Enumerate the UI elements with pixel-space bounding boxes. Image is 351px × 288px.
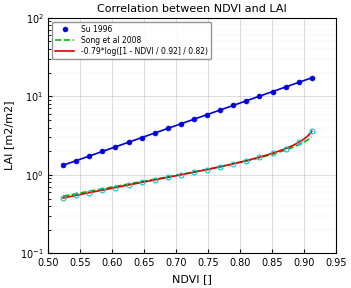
Line: -0.79*log([1 - NDVI / 0.92] / 0.82): -0.79*log([1 - NDVI / 0.92] / 0.82): [63, 131, 312, 198]
Su 1996: [153, 131, 157, 135]
Su 1996: [87, 154, 91, 158]
Song et al 2008: [62, 194, 66, 198]
Su 1996: [310, 76, 314, 79]
Su 1996: [218, 108, 222, 112]
Su 1996: [100, 150, 105, 153]
Su 1996: [205, 113, 209, 116]
-0.79*log([1 - NDVI / 0.92] / 0.82): [271, 151, 275, 155]
Su 1996: [297, 81, 301, 84]
-0.79*log([1 - NDVI / 0.92] / 0.82): [310, 130, 314, 133]
Su 1996: [74, 159, 78, 162]
Su 1996: [166, 127, 170, 130]
Song et al 2008: [310, 135, 314, 139]
-0.79*log([1 - NDVI / 0.92] / 0.82): [62, 196, 66, 200]
X-axis label: NDVI []: NDVI []: [172, 274, 212, 284]
Su 1996: [231, 104, 236, 107]
Song et al 2008: [208, 167, 212, 170]
Song et al 2008: [213, 166, 217, 169]
-0.79*log([1 - NDVI / 0.92] / 0.82): [209, 167, 213, 170]
Su 1996: [270, 90, 274, 93]
Su 1996: [257, 94, 261, 98]
Su 1996: [192, 118, 196, 121]
-0.79*log([1 - NDVI / 0.92] / 0.82): [61, 196, 65, 200]
Title: Correlation between NDVI and LAI: Correlation between NDVI and LAI: [97, 4, 287, 14]
Song et al 2008: [61, 194, 65, 198]
Su 1996: [244, 99, 249, 103]
Legend: Su 1996, Song et al 2008, -0.79*log([1 - NDVI / 0.92] / 0.82): Su 1996, Song et al 2008, -0.79*log([1 -…: [52, 22, 211, 59]
Su 1996: [284, 85, 288, 89]
Su 1996: [61, 164, 65, 167]
-0.79*log([1 - NDVI / 0.92] / 0.82): [213, 166, 217, 170]
Su 1996: [179, 122, 183, 126]
Y-axis label: LAI [m2/m2]: LAI [m2/m2]: [4, 101, 14, 170]
-0.79*log([1 - NDVI / 0.92] / 0.82): [208, 167, 212, 170]
Song et al 2008: [209, 167, 213, 170]
Song et al 2008: [271, 152, 275, 156]
Line: Song et al 2008: Song et al 2008: [63, 137, 312, 196]
Song et al 2008: [286, 147, 291, 151]
Su 1996: [113, 145, 118, 149]
Su 1996: [126, 141, 131, 144]
Su 1996: [140, 136, 144, 139]
Line: Su 1996: Su 1996: [61, 75, 314, 168]
-0.79*log([1 - NDVI / 0.92] / 0.82): [286, 146, 291, 149]
